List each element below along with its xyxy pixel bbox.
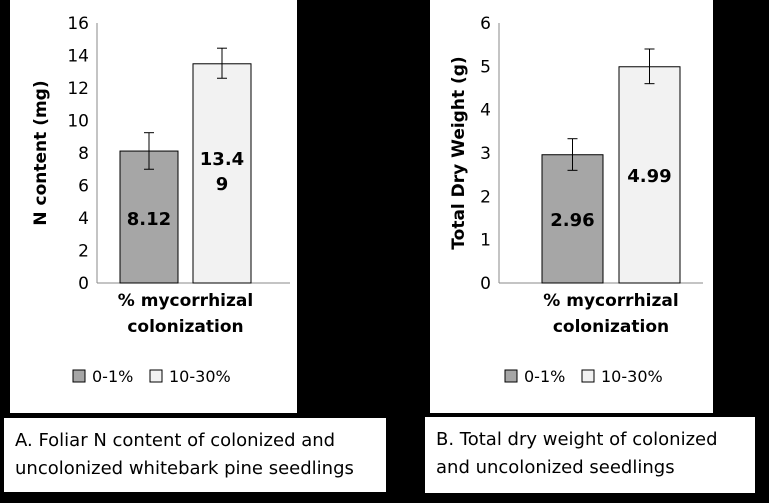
caption-b: B. Total dry weight of colonized and unc…: [425, 417, 755, 493]
y-tick-label: 4: [78, 209, 89, 229]
x-category-label: colonization: [127, 317, 243, 337]
chart-a: 0 2 4 6 8 10 12 14 16 N content (mg) 8.12 13.4 9 % my…: [31, 14, 290, 386]
x-category-label: colonization: [553, 317, 669, 337]
y-tick-label: 0: [78, 274, 89, 294]
bar-10-30-percent: [192, 63, 252, 284]
legend-label: 0-1%: [524, 367, 565, 386]
chart-b: 0 1 2 3 4 5 6 Total Dry Weight (g) 2.96 4.99 % myc…: [449, 14, 703, 386]
data-label: 13.4: [200, 149, 244, 170]
y-axis-title: N content (mg): [31, 80, 51, 225]
legend-swatch: [504, 369, 518, 383]
data-label: 8.12: [127, 209, 171, 230]
y-tick-label: 2: [480, 187, 491, 207]
y-tick-label: 14: [67, 47, 89, 67]
y-tick-label: 12: [67, 79, 89, 99]
y-tick-label: 6: [480, 14, 491, 34]
caption-b-line-2: and uncolonized seedlings: [436, 457, 675, 478]
y-tick-label: 0: [480, 274, 491, 294]
y-axis-title: Total Dry Weight (g): [449, 56, 469, 249]
x-category-label: % mycorrhizal: [543, 291, 678, 311]
bar-0-1-percent: [541, 154, 604, 284]
legend-swatch: [72, 369, 86, 383]
y-tick-label: 2: [78, 242, 89, 262]
y-tick-label: 4: [480, 101, 491, 121]
data-label: 2.96: [550, 210, 594, 231]
y-tick-label: 8: [78, 144, 89, 164]
caption-b-line-1: B. Total dry weight of colonized: [436, 429, 718, 450]
y-tick-label: 16: [67, 14, 89, 34]
y-tick-label: 10: [67, 112, 89, 132]
data-label: 9: [216, 174, 229, 195]
chart-panel-b: 0 1 2 3 4 5 6 Total Dry Weight (g) 2.96 4.99 % myc…: [430, 0, 713, 413]
y-tick-label: 1: [480, 231, 491, 251]
chart-panel-a: 0 2 4 6 8 10 12 14 16 N content (mg) 8.12 13.4 9 % my…: [10, 0, 297, 413]
caption-a-line-2: uncolonized whitebark pine seedlings: [15, 458, 354, 479]
data-label: 4.99: [627, 166, 671, 187]
legend-swatch: [581, 369, 595, 383]
x-category-label: % mycorrhizal: [118, 291, 253, 311]
caption-a-line-1: A. Foliar N content of colonized and: [15, 430, 336, 451]
y-tick-label: 5: [480, 57, 491, 77]
legend-label: 10-30%: [601, 367, 663, 386]
caption-a: A. Foliar N content of colonized and unc…: [4, 418, 386, 492]
bar-10-30-percent: [618, 66, 681, 284]
legend-label: 10-30%: [169, 367, 231, 386]
legend-label: 0-1%: [92, 367, 133, 386]
y-tick-label: 6: [78, 177, 89, 197]
bar-0-1-percent: [119, 150, 179, 284]
legend-swatch: [149, 369, 163, 383]
y-tick-label: 3: [480, 144, 491, 164]
